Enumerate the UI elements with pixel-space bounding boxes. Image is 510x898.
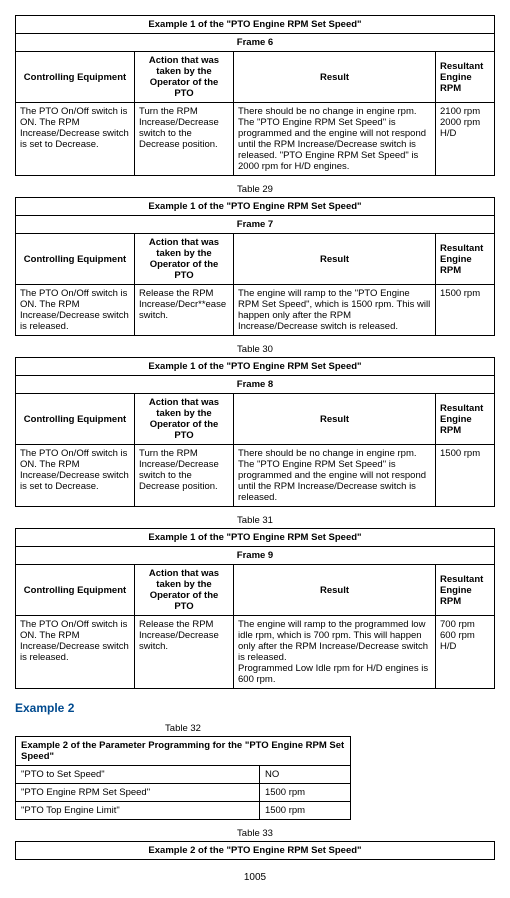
- cell-act: Turn the RPM Increase/Decrease switch to…: [135, 103, 234, 176]
- caption: Table 32: [15, 723, 351, 734]
- hdr-act: Action that was taken by the Operator of…: [135, 394, 234, 445]
- cell-eq: The PTO On/Off switch is ON. The RPM Inc…: [16, 285, 135, 336]
- param-key: "PTO Top Engine Limit": [16, 802, 260, 820]
- param-val: 1500 rpm: [259, 784, 350, 802]
- hdr-res: Result: [234, 394, 436, 445]
- cell-res: The engine will ramp to the "PTO Engine …: [234, 285, 436, 336]
- frame-label: Frame 9: [16, 547, 495, 565]
- frame7-table: Example 1 of the "PTO Engine RPM Set Spe…: [15, 197, 495, 336]
- cell-res: The engine will ramp to the programmed l…: [234, 616, 436, 689]
- hdr-act: Action that was taken by the Operator of…: [135, 234, 234, 285]
- frame6-table: Example 1 of the "PTO Engine RPM Set Spe…: [15, 15, 495, 176]
- caption: Table 30: [15, 344, 495, 355]
- example2-heading: Example 2: [15, 701, 495, 715]
- param-val: 1500 rpm: [259, 802, 350, 820]
- hdr-res: Result: [234, 234, 436, 285]
- param-key: "PTO to Set Speed": [16, 766, 260, 784]
- ex2-title2-table: Example 2 of the "PTO Engine RPM Set Spe…: [15, 841, 495, 860]
- title: Example 1 of the "PTO Engine RPM Set Spe…: [16, 16, 495, 34]
- param-key: "PTO Engine RPM Set Speed": [16, 784, 260, 802]
- table-row: "PTO to Set Speed" NO: [16, 766, 351, 784]
- cell-rpm: 2100 rpm 2000 rpm H/D: [436, 103, 495, 176]
- cell-act: Release the RPM Increase/Decrease switch…: [135, 616, 234, 689]
- cell-rpm: 700 rpm 600 rpm H/D: [436, 616, 495, 689]
- cell-res: There should be no change in engine rpm.…: [234, 103, 436, 176]
- hdr-act: Action that was taken by the Operator of…: [135, 52, 234, 103]
- table-row: "PTO Top Engine Limit" 1500 rpm: [16, 802, 351, 820]
- caption: Table 31: [15, 515, 495, 526]
- table-row: The PTO On/Off switch is ON. The RPM Inc…: [16, 103, 495, 176]
- table-row: The PTO On/Off switch is ON. The RPM Inc…: [16, 616, 495, 689]
- hdr-eq: Controlling Equipment: [16, 234, 135, 285]
- cell-eq: The PTO On/Off switch is ON. The RPM Inc…: [16, 103, 135, 176]
- hdr-eq: Controlling Equipment: [16, 565, 135, 616]
- cell-act: Release the RPM Increase/Decr**ease swit…: [135, 285, 234, 336]
- hdr-rpm: Resultant Engine RPM: [436, 234, 495, 285]
- frame-label: Frame 6: [16, 34, 495, 52]
- frame-label: Frame 7: [16, 216, 495, 234]
- cell-res: There should be no change in engine rpm.…: [234, 445, 436, 507]
- param-title: Example 2 of the Parameter Programming f…: [16, 737, 351, 766]
- cell-eq: The PTO On/Off switch is ON. The RPM Inc…: [16, 445, 135, 507]
- table-row: The PTO On/Off switch is ON. The RPM Inc…: [16, 445, 495, 507]
- hdr-eq: Controlling Equipment: [16, 52, 135, 103]
- hdr-rpm: Resultant Engine RPM: [436, 565, 495, 616]
- title: Example 1 of the "PTO Engine RPM Set Spe…: [16, 198, 495, 216]
- hdr-res: Result: [234, 565, 436, 616]
- cell-act: Turn the RPM Increase/Decrease switch to…: [135, 445, 234, 507]
- param-val: NO: [259, 766, 350, 784]
- hdr-act: Action that was taken by the Operator of…: [135, 565, 234, 616]
- table-row: "PTO Engine RPM Set Speed" 1500 rpm: [16, 784, 351, 802]
- hdr-rpm: Resultant Engine RPM: [436, 52, 495, 103]
- frame9-table: Example 1 of the "PTO Engine RPM Set Spe…: [15, 528, 495, 689]
- cell-rpm: 1500 rpm: [436, 445, 495, 507]
- title: Example 1 of the "PTO Engine RPM Set Spe…: [16, 529, 495, 547]
- title: Example 2 of the "PTO Engine RPM Set Spe…: [16, 842, 495, 860]
- hdr-res: Result: [234, 52, 436, 103]
- hdr-eq: Controlling Equipment: [16, 394, 135, 445]
- hdr-rpm: Resultant Engine RPM: [436, 394, 495, 445]
- param-table: Example 2 of the Parameter Programming f…: [15, 736, 351, 820]
- cell-eq: The PTO On/Off switch is ON. The RPM Inc…: [16, 616, 135, 689]
- frame-label: Frame 8: [16, 376, 495, 394]
- title: Example 1 of the "PTO Engine RPM Set Spe…: [16, 358, 495, 376]
- frame8-table: Example 1 of the "PTO Engine RPM Set Spe…: [15, 357, 495, 507]
- cell-rpm: 1500 rpm: [436, 285, 495, 336]
- caption: Table 33: [15, 828, 495, 839]
- table-row: The PTO On/Off switch is ON. The RPM Inc…: [16, 285, 495, 336]
- caption: Table 29: [15, 184, 495, 195]
- page-number: 1005: [15, 872, 495, 883]
